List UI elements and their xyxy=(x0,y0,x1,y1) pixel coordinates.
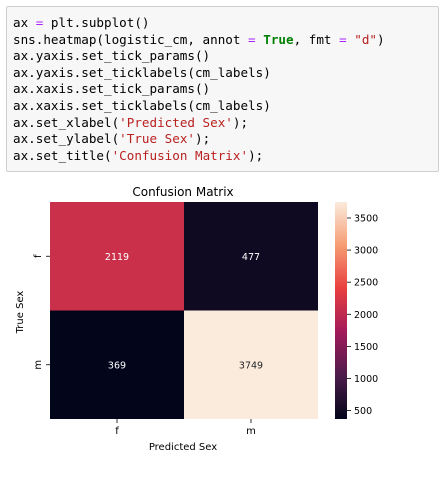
code-token: = xyxy=(248,31,256,47)
code-token: True xyxy=(263,31,294,47)
code-token: ax.xaxis.set_ticklabels(cm_labels) xyxy=(13,97,271,113)
code-token: , fmt xyxy=(293,31,340,47)
code-token: ax xyxy=(13,15,36,30)
code-token: = xyxy=(35,15,44,30)
code-line: ax.set_xlabel('Predicted Sex'); xyxy=(13,115,248,130)
code-token: 'Predicted Sex' xyxy=(119,114,233,130)
code-token: = xyxy=(339,31,347,47)
code-line: ax = plt.subplot() xyxy=(13,15,150,30)
heatmap-cell xyxy=(184,202,318,311)
colorbar-tick-label: 3000 xyxy=(354,246,378,257)
code-token: ax.set_xlabel( xyxy=(13,114,120,130)
colorbar-tick-label: 500 xyxy=(354,406,372,417)
code-line: ax.xaxis.set_ticklabels(cm_labels) xyxy=(13,98,271,113)
code-line: ax.xaxis.set_tick_params() xyxy=(13,81,210,96)
code-token: plt.subplot() xyxy=(43,15,150,30)
colorbar-tick-label: 3500 xyxy=(354,213,378,224)
code-token: 'Confusion Matrix' xyxy=(111,147,249,163)
cell-annotation: 477 xyxy=(242,252,260,263)
code-line: ax.set_ylabel('True Sex'); xyxy=(13,131,210,146)
code-token: "d" xyxy=(354,31,378,47)
heatmap-cell xyxy=(50,310,184,419)
colorbar-tick-label: 2500 xyxy=(354,278,378,289)
code-token: ) xyxy=(377,31,385,47)
code-cell-input[interactable]: ax = plt.subplot() sns.heatmap(logistic_… xyxy=(6,6,439,172)
colorbar-scale xyxy=(335,202,347,419)
heatmap-cells: 2119 477 369 3749 xyxy=(50,202,318,419)
code-token: sns.heatmap(logistic_cm, annot xyxy=(13,31,249,47)
code-line: ax.set_title('Confusion Matrix'); xyxy=(13,148,263,163)
colorbar: 500 1000 1500 2000 2500 3000 3500 xyxy=(335,202,378,419)
heatmap-cell xyxy=(184,310,318,419)
x-axis-label: Predicted Sex xyxy=(149,442,217,453)
cell-annotation: 3749 xyxy=(239,360,263,371)
x-tick-label: m xyxy=(246,426,256,437)
y-axis: fm xyxy=(33,254,50,370)
code-token: ); xyxy=(232,114,249,130)
code-line: ax.yaxis.set_tick_params() xyxy=(13,48,210,63)
code-token: ax.set_ylabel( xyxy=(13,131,120,147)
code-token: 'True Sex' xyxy=(119,131,195,147)
chart-title: Confusion Matrix xyxy=(132,185,233,199)
cell-annotation: 369 xyxy=(108,360,126,371)
colorbar-tick-label: 2000 xyxy=(354,310,378,321)
y-tick-label: f xyxy=(33,254,44,258)
code-token: ax.set_title( xyxy=(13,147,112,163)
x-tick-label: f xyxy=(115,426,119,437)
cell-annotation: 2119 xyxy=(105,252,129,263)
code-token: ); xyxy=(248,147,264,163)
code-token: ax.yaxis.set_ticklabels(cm_labels) xyxy=(13,64,271,80)
code-line: sns.heatmap(logistic_cm, annot = True, f… xyxy=(13,32,385,47)
y-axis-label: True Sex xyxy=(15,291,26,335)
colorbar-tick-label: 1500 xyxy=(354,342,378,353)
y-tick-label: m xyxy=(33,360,44,370)
code-token: ax.yaxis.set_tick_params() xyxy=(13,48,211,64)
heatmap-cell xyxy=(50,202,184,311)
code-editor[interactable]: ax = plt.subplot() sns.heatmap(logistic_… xyxy=(13,15,385,164)
code-line: ax.yaxis.set_ticklabels(cm_labels) xyxy=(13,65,271,80)
colorbar-tick-label: 1000 xyxy=(354,374,378,385)
code-token: ); xyxy=(194,131,211,147)
code-token: ax.xaxis.set_tick_params() xyxy=(13,81,211,97)
